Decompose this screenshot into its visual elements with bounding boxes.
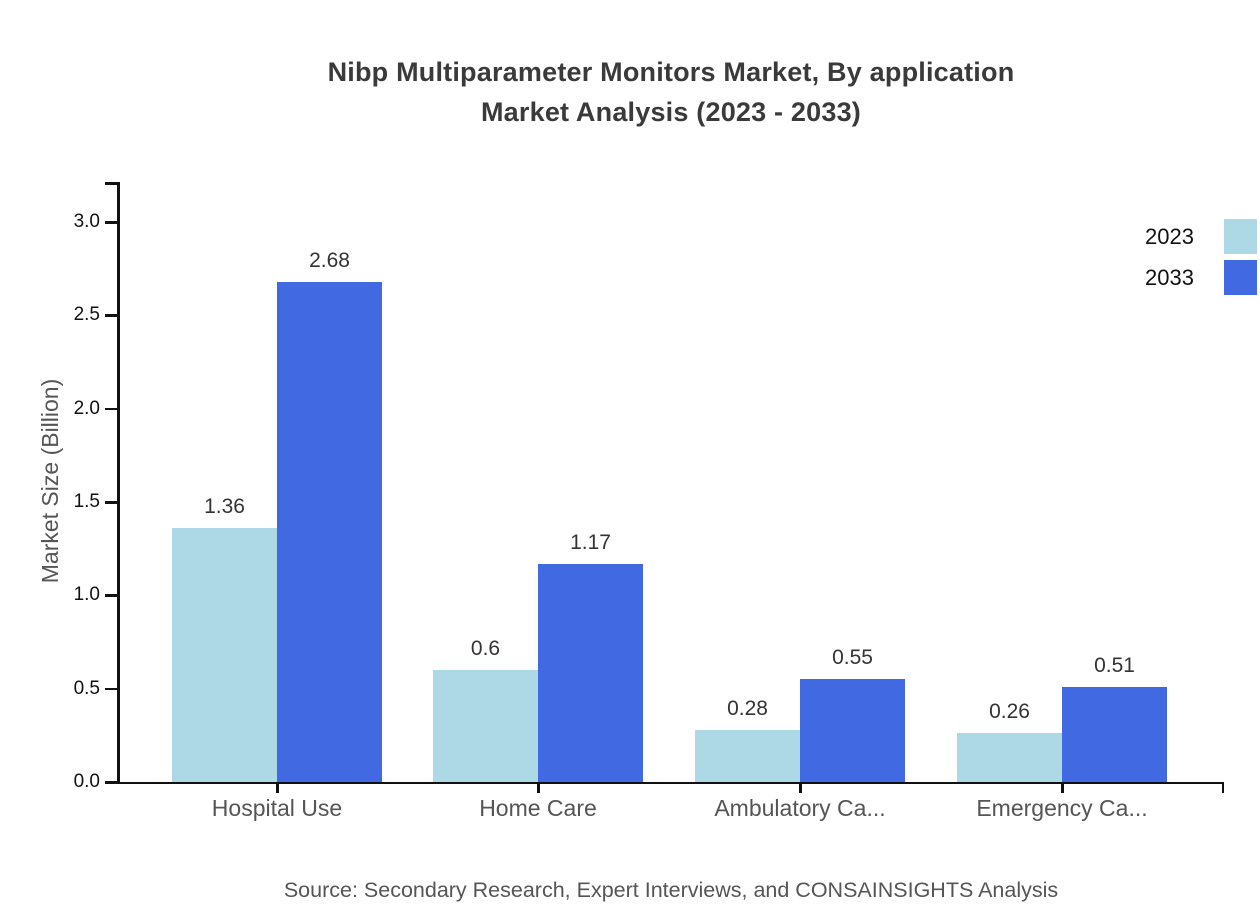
y-axis-end-cap xyxy=(105,182,118,185)
bar-2023-3 xyxy=(957,733,1062,782)
chart-title-line1: Nibp Multiparameter Monitors Market, By … xyxy=(327,57,1015,87)
bar-2033-0 xyxy=(277,281,382,782)
y-tick xyxy=(105,594,118,597)
y-tick xyxy=(105,501,118,504)
y-axis-line xyxy=(117,182,120,784)
y-tick xyxy=(105,781,118,784)
legend-swatch xyxy=(1224,260,1257,295)
bar-2033-2 xyxy=(800,679,905,782)
y-tick-label: 2.5 xyxy=(73,304,100,326)
bar-value-label: 0.55 xyxy=(832,646,873,670)
source-attribution: Source: Secondary Research, Expert Inter… xyxy=(283,878,1059,902)
x-axis-category-label: Home Care xyxy=(479,795,597,821)
x-axis-category-label: Ambulatory Ca... xyxy=(714,795,886,821)
y-tick-label: 0.0 xyxy=(73,771,100,792)
y-tick xyxy=(105,221,118,224)
y-tick-label: 1.5 xyxy=(73,491,100,512)
x-axis-category-label: Emergency Ca... xyxy=(976,795,1148,821)
legend: 2023 2033 xyxy=(1074,219,1257,301)
bar-value-label: 2.68 xyxy=(309,248,350,272)
bar-value-label: 0.51 xyxy=(1094,653,1135,677)
bar-2023-2 xyxy=(695,729,800,782)
bar-2023-0 xyxy=(172,528,277,782)
bar-value-label: 0.26 xyxy=(989,700,1030,724)
bar-2023-1 xyxy=(433,670,538,782)
x-tick xyxy=(276,782,279,793)
chart-title-line2: Market Analysis (2023 - 2033) xyxy=(480,97,861,127)
y-tick-label: 2.0 xyxy=(73,397,100,419)
x-axis-category-label: Hospital Use xyxy=(211,795,343,821)
x-tick xyxy=(799,782,802,793)
bar-value-label: 1.36 xyxy=(204,495,245,519)
x-axis-end-cap xyxy=(1221,782,1224,793)
bar-value-label: 0.6 xyxy=(470,637,501,660)
legend-label: 2033 xyxy=(1145,265,1194,290)
chart-title: Nibp Multiparameter Monitors Market, By … xyxy=(120,52,1222,132)
bar-2033-1 xyxy=(538,563,643,782)
bar-value-label: 1.17 xyxy=(570,530,611,554)
legend-label: 2023 xyxy=(1145,224,1194,249)
y-axis-title: Market Size (Billion) xyxy=(37,378,63,584)
y-tick xyxy=(105,407,118,411)
bar-value-label: 0.28 xyxy=(727,696,768,720)
legend-swatch xyxy=(1224,219,1257,254)
y-tick xyxy=(105,687,118,691)
y-tick-label: 1.0 xyxy=(73,584,100,606)
y-tick xyxy=(105,314,118,317)
y-tick-label: 0.5 xyxy=(73,677,100,699)
legend-row: 2023 xyxy=(1074,219,1257,254)
x-tick xyxy=(537,782,540,793)
x-axis-line xyxy=(117,781,1224,784)
x-tick xyxy=(1061,782,1064,793)
bar-2033-3 xyxy=(1062,686,1167,782)
legend-row: 2033 xyxy=(1074,260,1257,295)
y-tick-label: 3.0 xyxy=(73,211,100,232)
